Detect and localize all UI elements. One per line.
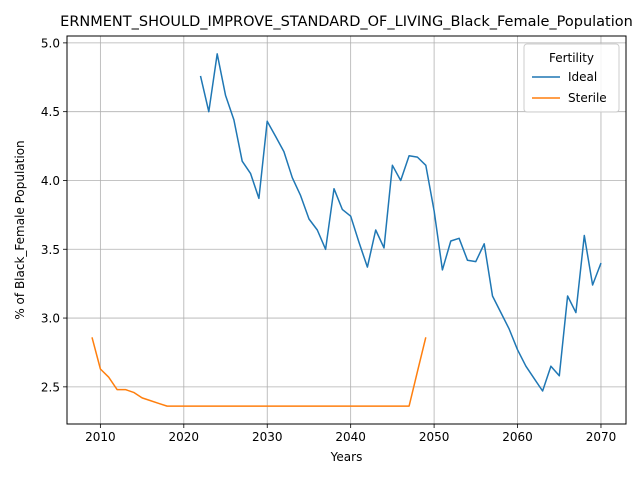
legend-title: Fertility	[549, 51, 594, 65]
series-layer	[91, 53, 602, 407]
series-line-ideal	[199, 53, 602, 392]
x-tick-label: 2040	[335, 430, 366, 444]
x-tick-label: 2060	[502, 430, 533, 444]
x-axis-label: Years	[330, 450, 363, 464]
legend: Fertility Ideal Sterile	[523, 43, 620, 113]
x-tick-label: 2020	[169, 430, 200, 444]
legend-box	[523, 43, 620, 113]
x-tick-label: 2030	[252, 430, 283, 444]
y-tick-label: 3.0	[41, 312, 60, 326]
plot-frame	[66, 35, 627, 425]
x-tick-label: 2050	[419, 430, 450, 444]
series-line-sterile	[91, 337, 427, 407]
y-tick-label: 4.5	[41, 105, 60, 119]
y-tick-label: 3.5	[41, 243, 60, 257]
y-axis-label: % of Black_Female Population	[13, 140, 27, 319]
legend-label-ideal: Ideal	[568, 70, 597, 84]
legend-label-sterile: Sterile	[568, 91, 607, 105]
x-tick-label: 2070	[586, 430, 617, 444]
y-tick-label: 2.5	[41, 380, 60, 394]
tick-layer: 2010 2020 2030 2040 2050 2060 2070 2.5 3.0 3.5 4.0…	[41, 36, 616, 444]
x-tick-label: 2010	[85, 430, 116, 444]
grid-layer	[67, 36, 626, 424]
y-tick-label: 5.0	[41, 36, 60, 50]
y-tick-label: 4.0	[41, 174, 60, 188]
chart-title: ERNMENT_SHOULD_IMPROVE_STANDARD_OF_LIVIN…	[60, 14, 633, 30]
legend-entries: Ideal Sterile	[532, 70, 607, 105]
